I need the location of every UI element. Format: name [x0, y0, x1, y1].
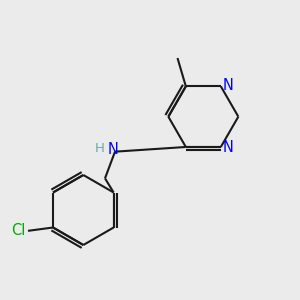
- Text: H: H: [95, 142, 105, 155]
- Text: N: N: [223, 78, 234, 93]
- Text: N: N: [108, 142, 119, 158]
- Text: N: N: [223, 140, 234, 155]
- Text: Cl: Cl: [11, 223, 25, 238]
